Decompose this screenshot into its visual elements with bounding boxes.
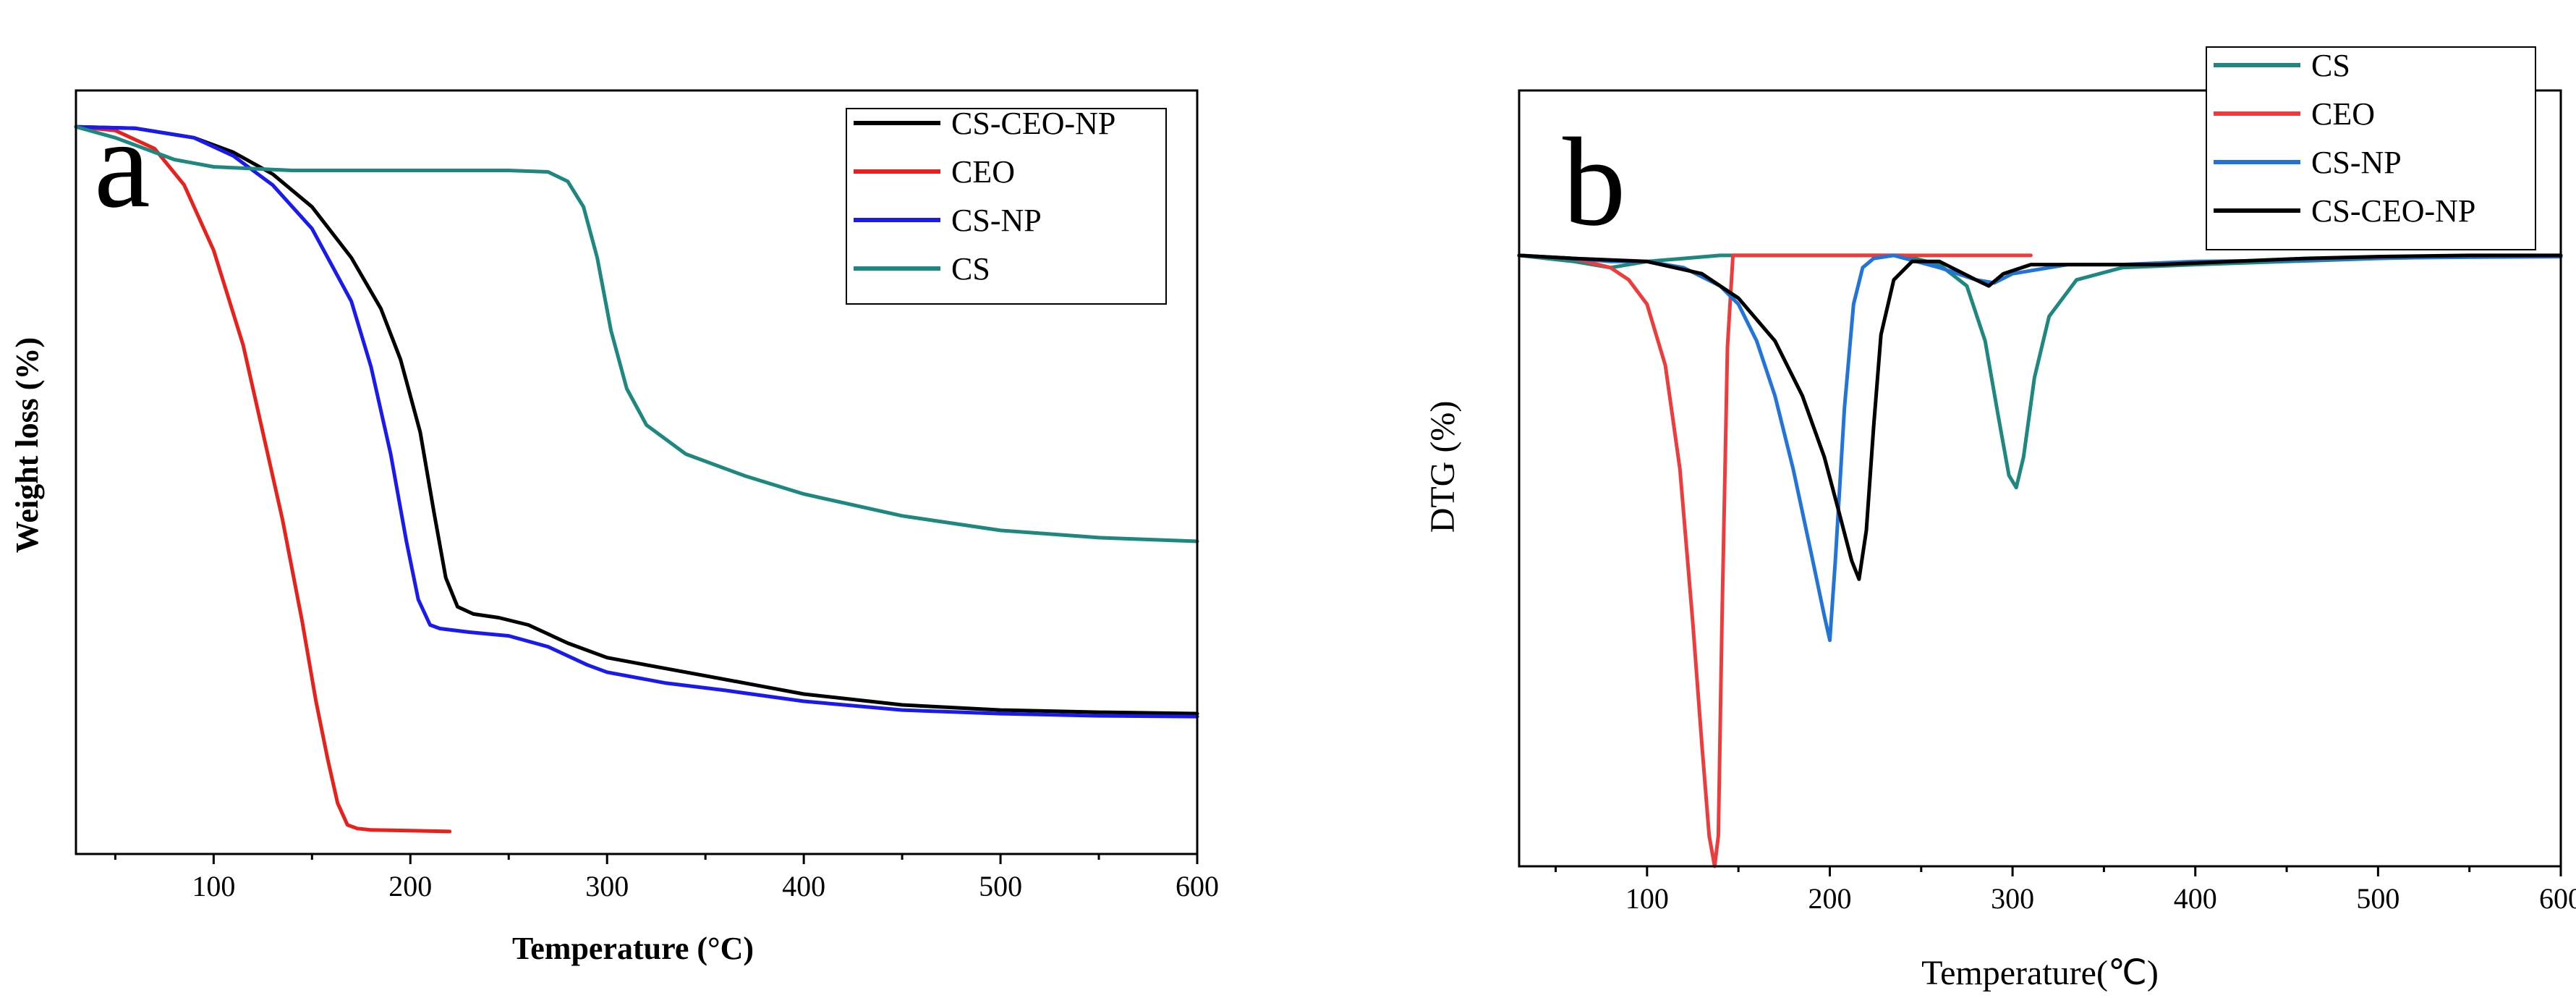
panel-a-y-axis-title: Weight loss (%) [9, 337, 45, 553]
panel-a-legend-label-ceo: CEO [951, 154, 1015, 190]
panel-b-legend-box [2206, 46, 2536, 250]
panel-b-label: b [1563, 111, 1626, 252]
panel-a-legend-label-cs: CS [951, 251, 990, 287]
panel-b-x-axis-title: Temperature(℃) [1921, 954, 2159, 992]
panel-b-x-tick-label-500: 500 [2356, 882, 2399, 915]
panel-a-series-ceo [74, 124, 452, 834]
panel-b-series-ceo [1517, 253, 2033, 868]
panel-b-chart: DTG (%) b 100 200 300 400 500 600 CSCEOCS-NPC… [1424, 46, 2576, 992]
panel-a-x-tick-label-200: 200 [388, 870, 432, 902]
panel-b-plot-frame [1518, 89, 2562, 868]
panel-a-x-axis-title: Temperature (°C) [512, 931, 754, 966]
panel-b-x-tick-label-200: 200 [1808, 882, 1851, 915]
panel-b-y-axis-title: DTG (%) [1424, 401, 1462, 533]
panel-b-legend-label-cs-np: CS-NP [2311, 145, 2402, 180]
panel-b-legend-label-ceo: CEO [2311, 96, 2375, 132]
panel-a-x-tick-label-400: 400 [782, 870, 825, 902]
panel-a-series-cs-np [74, 124, 1199, 719]
panel-a-label: a [94, 93, 150, 234]
panel-a-series-cs [74, 124, 1199, 544]
panel-a-series-cs-ceo-np [74, 124, 1199, 716]
panel-a-legend-label-cs-np: CS-NP [951, 203, 1042, 238]
panel-a-legend-box [846, 108, 1167, 305]
panel-b-series-cs [1517, 253, 2563, 490]
panel-b-series-cs-ceo-np [1517, 253, 2563, 581]
panel-b-x-tick-label-400: 400 [2174, 882, 2217, 915]
panel-b-x-tick-label-300: 300 [1991, 882, 2034, 915]
panel-a-legend: CS-CEO-NP CEO CS-NP CS [854, 106, 1115, 287]
panel-a-plot-frame [75, 89, 1199, 855]
panel-b-legend: CS CEO CS-NP CS-CEO-NP [2214, 48, 2475, 229]
panel-b-x-tick-label-600: 600 [2539, 882, 2576, 915]
panel-a-x-tick-label-500: 500 [979, 870, 1022, 902]
panel-b-legend-label-cs: CS [2311, 48, 2350, 83]
panel-a-x-tick-label-100: 100 [192, 870, 235, 902]
panel-a-x-tick-label-600: 600 [1176, 870, 1219, 902]
panel-a-chart: Weight loss (%) a 100 200 300 400 500 600 CS-… [9, 89, 1219, 966]
panel-a-legend-label-cs-ceo-np: CS-CEO-NP [951, 106, 1115, 141]
panel-a-x-tick-label-300: 300 [585, 870, 629, 902]
panel-b-legend-label-cs-ceo-np: CS-CEO-NP [2311, 193, 2475, 229]
panel-b-x-tick-label-100: 100 [1625, 882, 1669, 915]
